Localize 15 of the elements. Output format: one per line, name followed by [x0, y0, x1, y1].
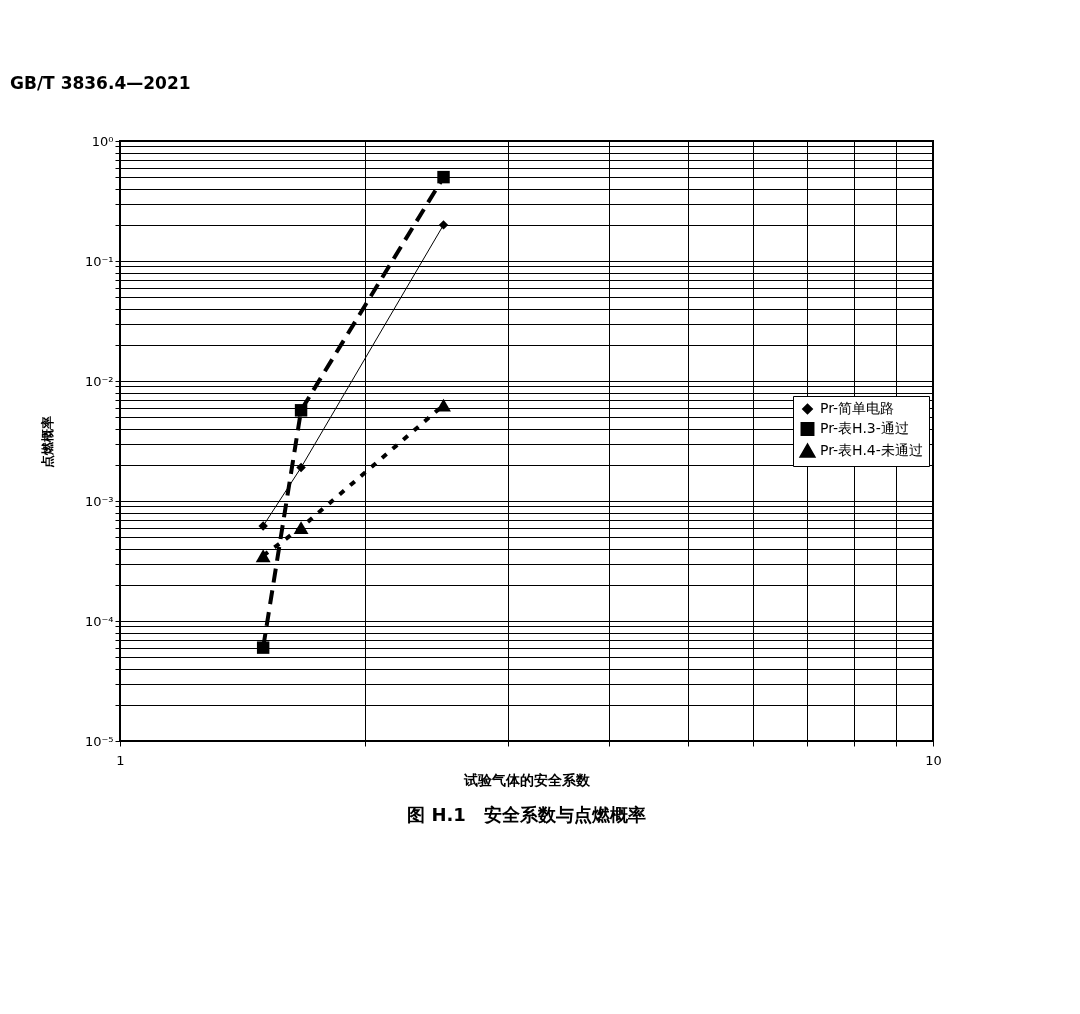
y-tick-label: 10⁻⁵ [84, 733, 114, 749]
y-tick-label: 10⁻² [84, 373, 114, 389]
text: 图 H.1 安全系数与点燃概率 [407, 804, 646, 825]
legend-label: Pr-表H.3-通过 [820, 420, 909, 436]
x-axis-title: 试验气体的安全系数 [463, 771, 591, 788]
x-tick-label: 1 [116, 752, 125, 768]
y-tick-label: 10⁰ [91, 133, 114, 149]
y-tick-label: 10⁻¹ [84, 253, 114, 269]
text: GB/T 3836.4—2021 [10, 73, 191, 93]
y-tick-label: 10⁻⁴ [84, 613, 114, 629]
y-tick-label: 10⁻³ [84, 493, 114, 509]
y-axis-title: 点燃概率 [39, 415, 55, 468]
legend-label: Pr-表H.4-未通过 [820, 441, 923, 458]
x-tick-label: 10 [925, 752, 942, 768]
legend-label: Pr-简单电路 [820, 400, 895, 416]
